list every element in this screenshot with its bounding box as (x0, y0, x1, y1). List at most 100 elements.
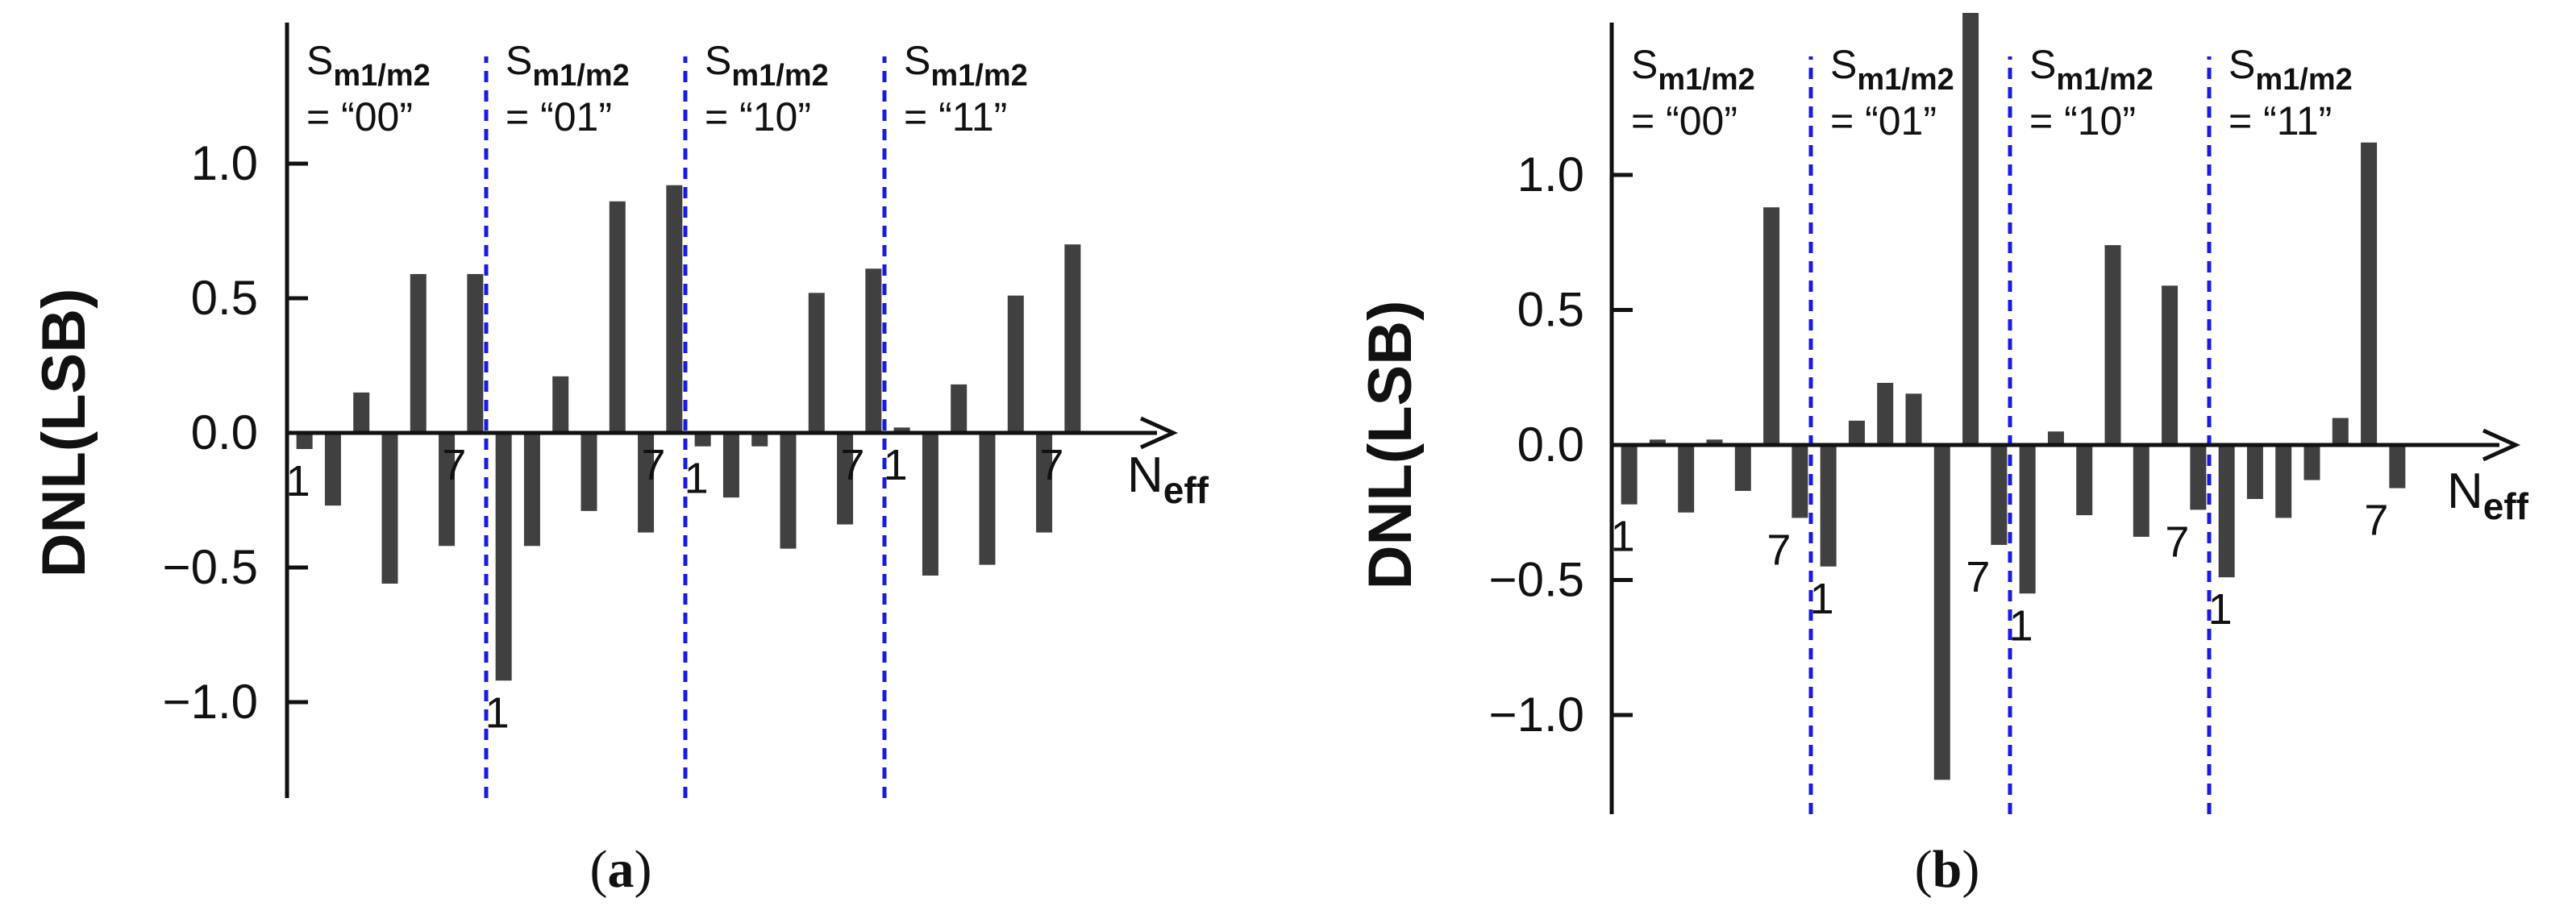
bar-index-last-label: 7 (2364, 497, 2388, 545)
bar (1007, 295, 1024, 433)
y-tick-label: 0.5 (1517, 283, 1584, 337)
bar (951, 384, 968, 433)
y-tick-label: 0.5 (191, 271, 258, 325)
group-select-label: Sm1/m2 (2029, 42, 2154, 97)
group-select-value: = “00” (306, 94, 413, 139)
bar (609, 201, 626, 433)
x-axis-arrow (1139, 416, 1179, 450)
y-tick-label: −0.5 (163, 540, 258, 594)
x-axis-title: Neff (2447, 464, 2529, 527)
bar (1763, 207, 1780, 445)
bar (381, 433, 398, 584)
bar (751, 433, 768, 447)
bar (467, 273, 484, 433)
bar-index-first-label: 1 (2208, 585, 2233, 634)
y-tick-label: 1.0 (1517, 148, 1584, 202)
bar-index-last-label: 7 (840, 441, 864, 489)
bar (2332, 418, 2349, 445)
bar-index-first-label: 1 (1810, 575, 1834, 623)
bar (523, 433, 540, 547)
x-axis-title: Neff (1127, 447, 1209, 511)
bar (865, 268, 882, 433)
bar (2162, 285, 2179, 445)
bar (1064, 244, 1081, 433)
bar (439, 433, 456, 547)
bar-index-first-label: 1 (2009, 601, 2033, 650)
y-tick-label: 0.0 (191, 405, 258, 459)
bar (1678, 445, 1695, 513)
group-select-value: = “00” (1631, 98, 1737, 143)
bar-index-first-label: 1 (1611, 513, 1635, 561)
group-select-label: Sm1/m2 (705, 38, 829, 93)
bar (1848, 420, 1865, 445)
y-tick-label: −0.5 (1489, 553, 1584, 607)
group-select-label: Sm1/m2 (506, 38, 630, 93)
bar (2047, 431, 2064, 445)
bar (2246, 445, 2263, 499)
bar (893, 427, 910, 433)
bar (1991, 445, 2008, 545)
bar (2218, 445, 2235, 578)
y-tick-label: −1.0 (163, 675, 258, 729)
bar (1820, 445, 1837, 567)
bar (1933, 445, 1950, 780)
bar (1877, 382, 1894, 445)
bar (808, 293, 825, 433)
bar (1792, 445, 1808, 518)
y-tick-label: −1.0 (1489, 688, 1584, 742)
group-select-value: = “01” (1830, 98, 1937, 143)
bar (638, 433, 655, 533)
bar (666, 185, 683, 433)
bar (410, 273, 427, 433)
bar (694, 433, 711, 447)
bar-index-last-label: 7 (2165, 518, 2189, 566)
bar (1706, 439, 1723, 445)
bar-index-last-label: 7 (442, 441, 466, 489)
y-axis-title: DNL(LSB) (30, 289, 98, 578)
bar (1734, 445, 1751, 491)
group-select-label: Sm1/m2 (1631, 42, 1755, 97)
bar-index-last-label: 7 (1966, 553, 1990, 601)
panel-caption: (a) (590, 840, 652, 899)
bar (552, 376, 569, 433)
group-select-label: Sm1/m2 (904, 38, 1028, 93)
bar (2389, 445, 2406, 489)
bar (581, 433, 597, 511)
bar (2303, 445, 2320, 480)
bar (979, 433, 996, 565)
bar (1621, 445, 1638, 505)
group-select-value: = “01” (506, 94, 612, 139)
bar (837, 433, 854, 525)
bar (1036, 433, 1053, 533)
bar-index-first-label: 1 (884, 441, 908, 489)
bar (1962, 13, 1979, 445)
group-select-value: = “10” (2029, 98, 2136, 143)
bar-index-last-label: 7 (641, 441, 665, 489)
bar (2133, 445, 2149, 537)
bar-index-first-label: 1 (286, 457, 310, 505)
bar-index-first-label: 1 (685, 455, 709, 503)
panel-caption: (b) (1915, 840, 1980, 899)
bar (353, 392, 370, 433)
group-select-label: Sm1/m2 (2229, 42, 2353, 97)
bar-index-last-label: 7 (1767, 526, 1791, 574)
y-axis-title: DNL(LSB) (1356, 301, 1425, 590)
bar (780, 433, 797, 549)
bar (2361, 142, 2378, 446)
group-select-label: Sm1/m2 (306, 38, 431, 93)
y-tick-label: 1.0 (191, 136, 258, 190)
group-select-value: = “11” (904, 94, 1007, 139)
group-select-value: = “10” (705, 94, 811, 139)
bar-index-last-label: 7 (1039, 441, 1063, 489)
bar (296, 433, 313, 450)
bar (722, 433, 739, 498)
group-select-value: = “11” (2229, 98, 2332, 143)
bar (2076, 445, 2093, 516)
bar-index-first-label: 1 (485, 688, 510, 737)
bar (2275, 445, 2292, 518)
bar (2104, 245, 2121, 445)
bar (2019, 445, 2036, 594)
bar (1905, 393, 1922, 445)
